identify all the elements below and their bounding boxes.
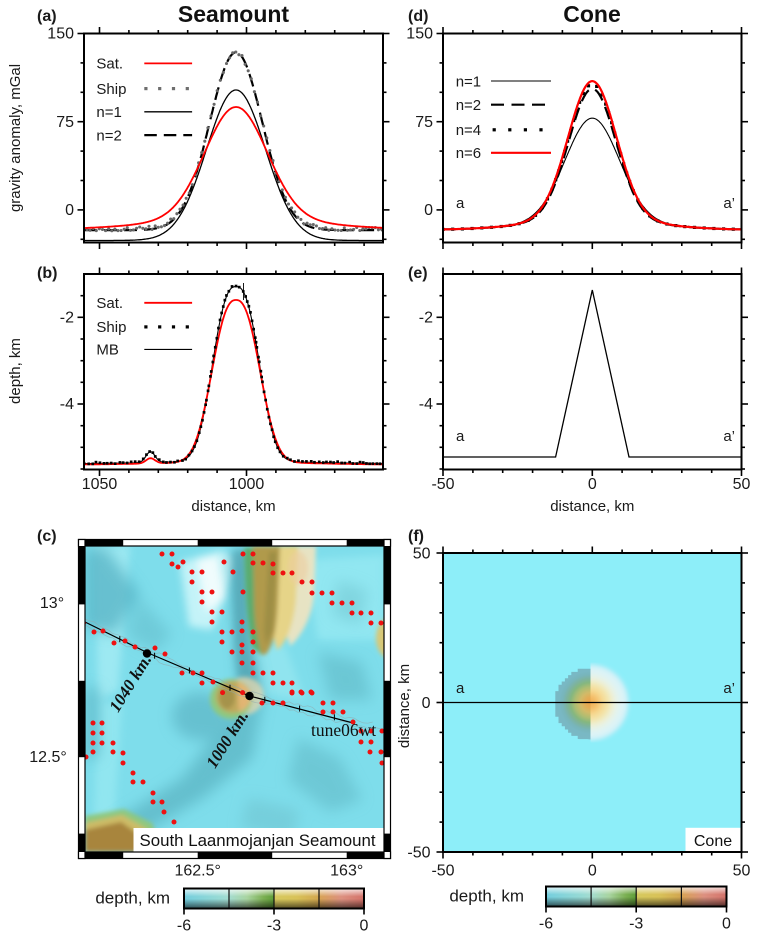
svg-text:distance, km: distance, km — [396, 664, 413, 748]
svg-text:162.5°: 162.5° — [174, 863, 220, 880]
svg-text:50: 50 — [733, 476, 751, 493]
svg-text:Ship: Ship — [96, 319, 126, 336]
svg-text:0: 0 — [722, 916, 731, 933]
svg-text:0: 0 — [424, 202, 433, 219]
svg-text:depth, km: depth, km — [449, 887, 524, 906]
svg-text:-50: -50 — [431, 476, 454, 493]
svg-text:0: 0 — [360, 918, 369, 935]
svg-text:a’: a’ — [723, 428, 735, 445]
svg-text:50: 50 — [413, 546, 431, 563]
svg-text:(d): (d) — [408, 8, 428, 25]
svg-text:a’: a’ — [723, 680, 735, 697]
svg-text:a: a — [456, 428, 465, 445]
svg-text:-6: -6 — [539, 916, 553, 933]
svg-text:1050: 1050 — [82, 476, 118, 493]
svg-text:75: 75 — [56, 114, 74, 131]
svg-text:-4: -4 — [60, 396, 74, 413]
svg-text:150: 150 — [406, 26, 433, 43]
svg-text:n=4: n=4 — [456, 122, 481, 139]
svg-text:n=6: n=6 — [456, 145, 481, 162]
svg-text:Sat.: Sat. — [96, 295, 123, 312]
svg-text:MB: MB — [96, 342, 119, 359]
svg-text:(c): (c) — [37, 528, 57, 545]
svg-text:-6: -6 — [177, 918, 191, 935]
svg-text:n=2: n=2 — [456, 97, 481, 114]
svg-text:-50: -50 — [407, 845, 430, 862]
svg-text:-3: -3 — [629, 916, 643, 933]
svg-text:depth, km: depth, km — [95, 889, 170, 908]
svg-text:-2: -2 — [419, 310, 433, 327]
svg-text:-2: -2 — [60, 310, 74, 327]
svg-text:0: 0 — [588, 863, 597, 880]
svg-text:163°: 163° — [330, 863, 363, 880]
svg-text:12.5°: 12.5° — [29, 749, 67, 766]
svg-text:n=1: n=1 — [96, 104, 121, 121]
svg-text:a’: a’ — [723, 195, 735, 212]
svg-text:distance, km: distance, km — [550, 498, 634, 515]
svg-text:-4: -4 — [419, 396, 433, 413]
svg-text:(b): (b) — [37, 265, 57, 282]
svg-text:South Laanmojanjan Seamount: South Laanmojanjan Seamount — [140, 832, 376, 850]
svg-text:13°: 13° — [40, 595, 64, 612]
svg-text:Cone: Cone — [694, 833, 732, 850]
svg-text:0: 0 — [65, 202, 74, 219]
svg-text:(a): (a) — [37, 8, 57, 25]
svg-text:75: 75 — [415, 114, 433, 131]
svg-text:-50: -50 — [431, 863, 454, 880]
svg-text:tune06wt: tune06wt — [311, 720, 376, 740]
svg-text:Ship: Ship — [96, 81, 126, 98]
svg-text:distance, km: distance, km — [191, 498, 275, 515]
svg-text:-3: -3 — [267, 918, 281, 935]
svg-text:0: 0 — [422, 695, 431, 712]
svg-text:(f): (f) — [408, 528, 424, 545]
svg-text:50: 50 — [733, 863, 751, 880]
svg-text:150: 150 — [47, 26, 74, 43]
svg-text:Seamount: Seamount — [178, 1, 290, 27]
svg-text:(e): (e) — [408, 265, 428, 282]
svg-text:Sat.: Sat. — [96, 56, 123, 73]
svg-text:1000: 1000 — [229, 476, 265, 493]
svg-text:Cone: Cone — [563, 1, 621, 27]
svg-text:a: a — [456, 195, 465, 212]
svg-text:n=2: n=2 — [96, 127, 121, 144]
svg-text:a: a — [456, 680, 465, 697]
svg-text:gravity anomaly, mGal: gravity anomaly, mGal — [7, 64, 24, 212]
svg-text:depth, km: depth, km — [7, 338, 24, 404]
svg-text:0: 0 — [588, 476, 597, 493]
svg-text:n=1: n=1 — [456, 73, 481, 90]
